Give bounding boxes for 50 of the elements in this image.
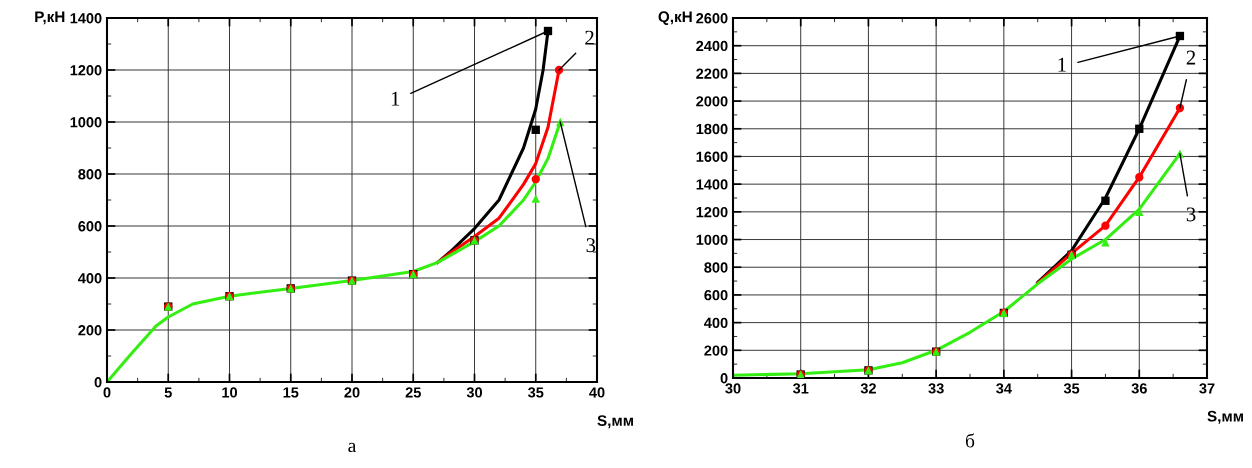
- x-tick-label: 30: [725, 383, 741, 394]
- y-tick-label: 1200: [696, 206, 728, 218]
- y-axis-title: Q,кН: [658, 11, 692, 25]
- y-tick-label: 2400: [696, 40, 728, 52]
- annotation: 1: [1058, 57, 1066, 72]
- y-tick-label: 2600: [696, 13, 728, 24]
- x-axis-title: S,мм: [597, 415, 633, 429]
- y-tick-label: 0: [720, 373, 728, 384]
- annotation: 2: [585, 30, 594, 45]
- y-tick-label: 600: [704, 290, 728, 301]
- x-tick-label: 35: [1063, 383, 1080, 394]
- x-axis-title: S,мм: [1207, 410, 1243, 424]
- annotation: 1: [391, 91, 400, 106]
- x-tick-label: 31: [792, 383, 809, 394]
- x-tick-label: 25: [405, 387, 421, 398]
- y-tick-label: 1400: [696, 179, 728, 190]
- y-tick-label: 1000: [696, 234, 728, 245]
- y-tick-label: 1800: [696, 123, 728, 135]
- y-tick-label: 800: [704, 262, 728, 273]
- y-tick-label: 800: [78, 169, 102, 180]
- x-tick-label: 0: [103, 387, 111, 398]
- x-tick-label: 33: [928, 383, 944, 394]
- annotation: 3: [586, 238, 596, 253]
- y-tick-label: 1000: [70, 117, 102, 128]
- y-tick-label: 1200: [70, 65, 102, 76]
- y-tick-label: 600: [78, 221, 102, 232]
- y-tick-label: 2200: [696, 68, 728, 79]
- y-axis-title: P,кН: [35, 11, 65, 25]
- y-tick-label: 1400: [70, 13, 102, 24]
- y-tick-label: 1600: [696, 151, 728, 162]
- text: б: [965, 433, 975, 448]
- x-tick-label: 15: [283, 387, 299, 398]
- x-tick-label: 5: [164, 387, 172, 398]
- y-tick-label: 200: [704, 345, 728, 356]
- x-tick-label: 30: [466, 387, 483, 398]
- x-tick-label: 35: [527, 387, 544, 398]
- y-tick-label: 400: [78, 273, 102, 284]
- x-tick-label: 34: [996, 383, 1012, 394]
- annotation: 3: [1186, 207, 1196, 222]
- annotation: 2: [1186, 50, 1196, 65]
- text: а: [348, 442, 357, 453]
- x-tick-label: 37: [1199, 383, 1215, 394]
- x-tick-label: 10: [222, 387, 238, 398]
- y-tick-label: 400: [704, 317, 728, 329]
- x-tick-label: 32: [860, 383, 876, 394]
- y-tick-label: 2000: [696, 96, 728, 107]
- x-tick-label: 20: [344, 387, 360, 398]
- x-tick-label: 40: [589, 387, 605, 398]
- x-tick-label: 36: [1131, 383, 1147, 394]
- y-tick-label: 200: [78, 325, 102, 336]
